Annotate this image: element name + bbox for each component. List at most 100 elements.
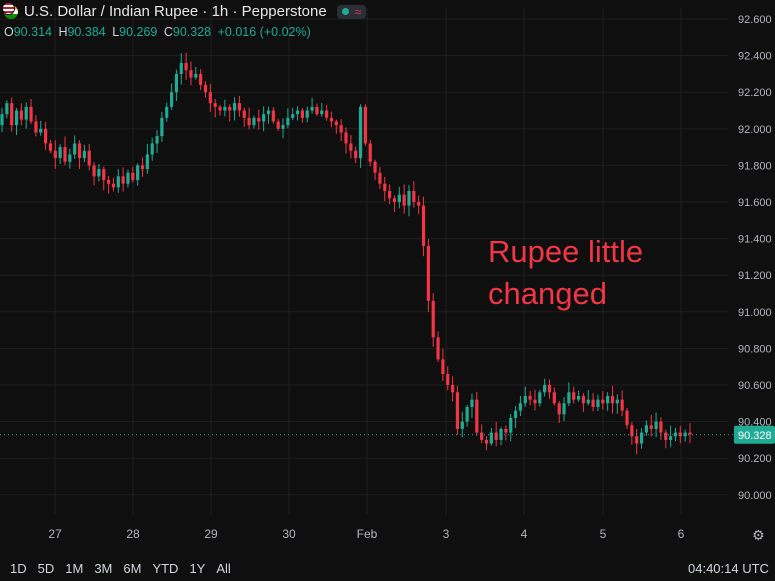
candle-body xyxy=(494,432,498,440)
candle-body xyxy=(252,117,256,126)
candle-body xyxy=(344,132,348,144)
candle-body xyxy=(567,392,571,404)
candle xyxy=(460,411,464,438)
candle xyxy=(567,382,571,407)
candle-body xyxy=(194,73,198,78)
candle-body xyxy=(179,62,183,74)
candle-body xyxy=(586,399,590,404)
candle-body xyxy=(266,110,271,115)
candle-body xyxy=(77,143,82,159)
candle-body xyxy=(68,154,72,162)
candle xyxy=(39,120,43,136)
candle-body xyxy=(0,114,4,126)
candle-body xyxy=(242,110,246,118)
candle xyxy=(635,429,639,455)
x-tick-label: 29 xyxy=(204,527,218,541)
candle-body xyxy=(165,106,169,118)
candle xyxy=(446,366,450,391)
candle xyxy=(320,102,324,117)
candle-body xyxy=(247,117,251,126)
candle-body xyxy=(5,103,9,115)
candle xyxy=(228,104,232,122)
symbol-title[interactable]: U.S. Dollar / Indian Rupee · 1h · Pepper… xyxy=(24,3,327,20)
candle-body xyxy=(237,103,242,111)
candle xyxy=(165,102,169,122)
candle xyxy=(339,119,343,142)
candle xyxy=(426,239,430,312)
candle-body xyxy=(383,183,387,192)
candle-body xyxy=(407,191,411,206)
candle xyxy=(388,184,392,205)
y-tick-label: 90.600 xyxy=(738,380,772,392)
candle-body xyxy=(363,106,367,144)
candle xyxy=(223,99,227,117)
timeframe-3m[interactable]: 3M xyxy=(94,561,113,576)
candle xyxy=(552,387,556,406)
candle xyxy=(213,98,217,118)
candle xyxy=(291,107,295,121)
candle-body xyxy=(140,165,145,170)
candle-body xyxy=(305,110,309,118)
y-tick-label: 90.800 xyxy=(738,343,772,355)
candle xyxy=(620,390,624,417)
candle xyxy=(557,400,561,423)
candle xyxy=(659,417,663,440)
timeframe-1y[interactable]: 1Y xyxy=(189,561,206,576)
candle xyxy=(68,148,72,169)
candle-body xyxy=(281,125,285,129)
timeframe-6m[interactable]: 6M xyxy=(123,561,142,576)
candle xyxy=(237,95,242,117)
x-tick-label: 6 xyxy=(678,527,685,541)
currency-flag-icon xyxy=(2,1,18,19)
candle-body xyxy=(426,245,430,301)
utc-clock[interactable]: 04:40:14 UTC xyxy=(688,561,769,576)
candle-body xyxy=(475,399,479,433)
candle xyxy=(126,169,130,188)
candle-body xyxy=(111,183,116,188)
candle xyxy=(397,186,401,209)
last-price-text: 90.328 xyxy=(738,430,772,442)
candle-body xyxy=(378,172,382,184)
candle-body xyxy=(339,125,343,133)
candle xyxy=(232,97,237,121)
candle xyxy=(145,143,149,174)
candle xyxy=(262,106,266,132)
timeframe-1d[interactable]: 1D xyxy=(10,561,27,576)
timeframe-5d[interactable]: 5D xyxy=(37,561,55,576)
candle-body xyxy=(291,114,295,118)
candle-body xyxy=(450,385,455,393)
candle xyxy=(455,385,460,435)
candle-body xyxy=(131,172,135,181)
candle-body xyxy=(591,399,595,407)
candle-body xyxy=(412,191,416,202)
x-tick-label: 28 xyxy=(126,527,140,541)
candle xyxy=(412,181,416,208)
candle-body xyxy=(228,106,232,111)
chart-header: U.S. Dollar / Indian Rupee · 1h · Pepper… xyxy=(2,1,367,20)
gear-icon[interactable]: ⚙ xyxy=(752,527,765,543)
x-tick-label: 3 xyxy=(443,527,450,541)
candle xyxy=(44,121,48,150)
candle-body xyxy=(257,117,261,122)
y-tick-label: 92.200 xyxy=(738,87,772,99)
candle xyxy=(87,143,91,171)
candle xyxy=(576,390,581,402)
timeframe-1m[interactable]: 1M xyxy=(65,561,84,576)
candle-body xyxy=(533,399,537,404)
market-status[interactable]: ≈ xyxy=(336,4,367,19)
timeframe-ytd[interactable]: YTD xyxy=(152,561,179,576)
candle-body xyxy=(126,172,130,184)
candle xyxy=(392,195,397,213)
candle-body xyxy=(271,110,275,122)
candle-body xyxy=(683,432,687,437)
candle-body xyxy=(354,150,358,159)
timeframe-all[interactable]: All xyxy=(216,561,231,576)
candle xyxy=(601,391,605,410)
candle xyxy=(673,427,678,442)
candle xyxy=(160,111,164,142)
candle-body xyxy=(654,421,658,429)
candle-body xyxy=(644,425,648,433)
candle-body xyxy=(19,110,23,120)
candle xyxy=(606,392,610,411)
